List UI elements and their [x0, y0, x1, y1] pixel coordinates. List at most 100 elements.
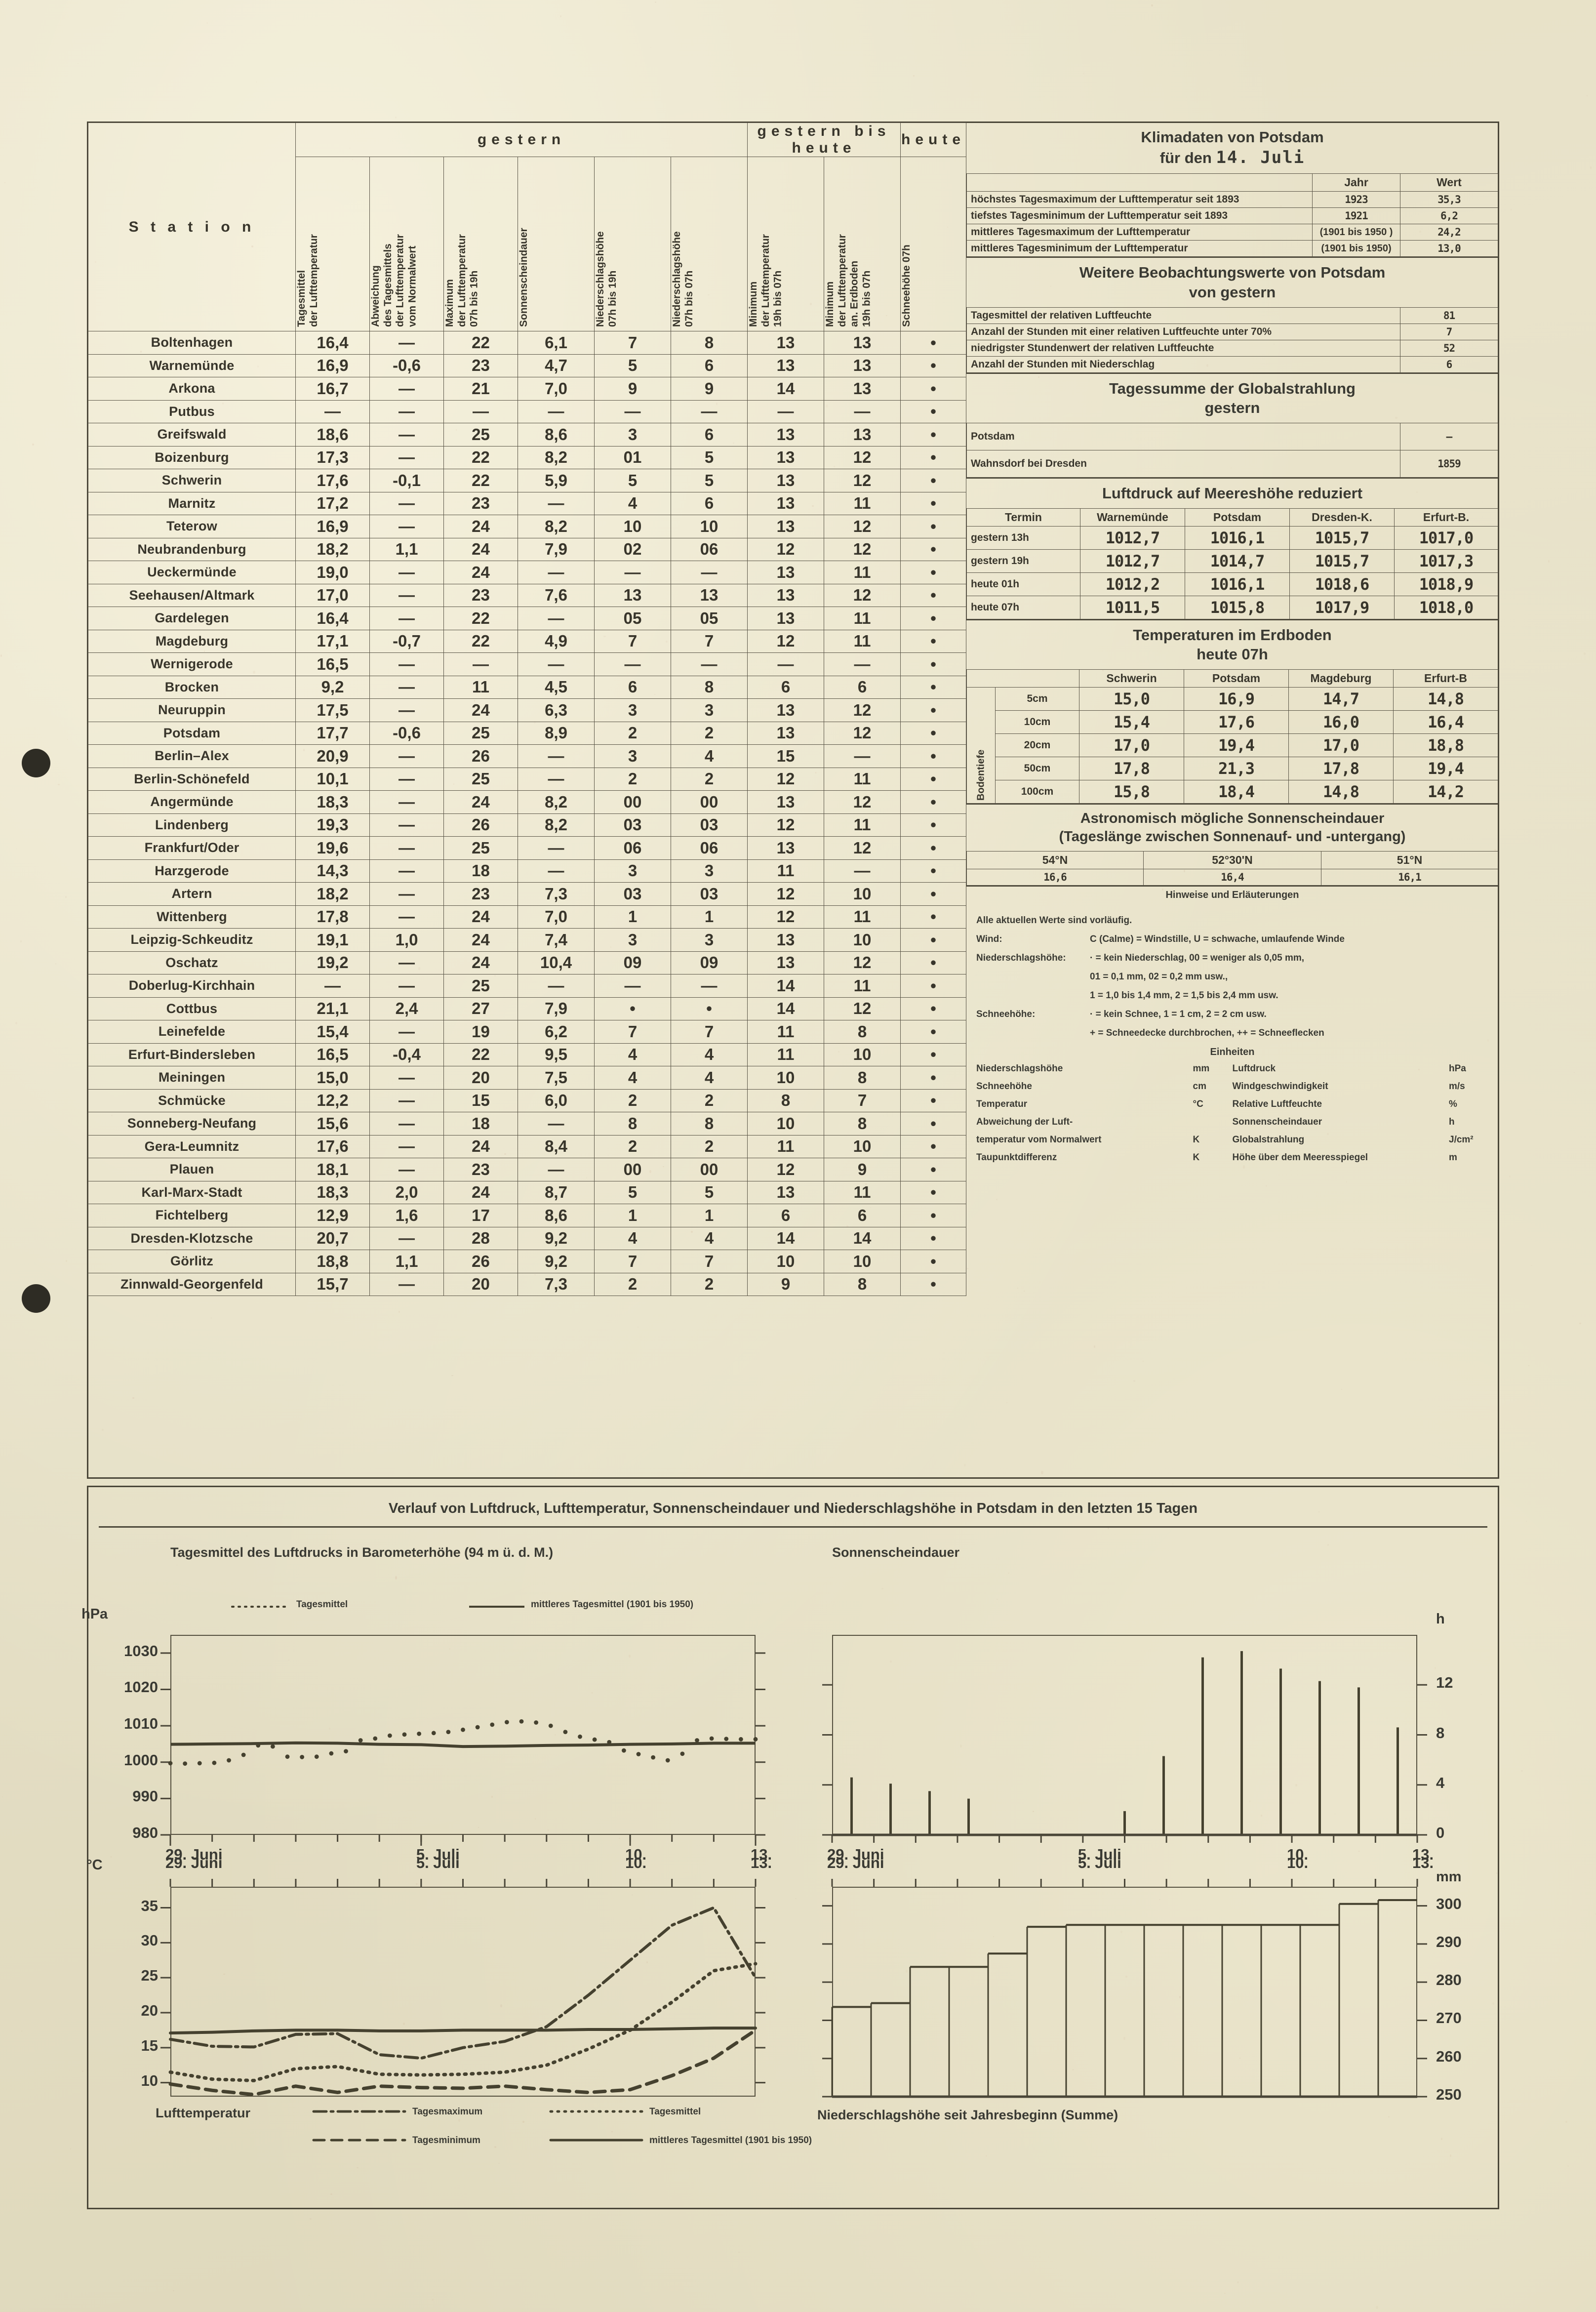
paper-speck: [1590, 166, 1592, 169]
hinweis-line-3: 1 = 1,0 bis 1,4 mm, 2 = 1,5 bis 2,4 mm u…: [976, 991, 1488, 1000]
precip-ytick-300: 300: [1436, 1895, 1462, 1912]
cell-0: 16,7: [295, 377, 370, 401]
cell-3: —: [518, 607, 595, 630]
precip-ytick-270: 270: [1436, 2009, 1462, 2027]
cell-5: 3: [670, 928, 748, 952]
cell-2: 24: [443, 790, 518, 814]
pressure-chart-caption: Tagesmittel des Luftdrucks in Barometerh…: [170, 1545, 554, 1560]
cell-6: —: [747, 400, 825, 423]
weitere-title: Weitere Beobachtungswerte von Potsdam vo…: [966, 258, 1498, 307]
table-row: Leipzig-Schkeuditz 19,1 1,0 24 7,4 3 3 13 10 •: [88, 928, 967, 952]
precip-chart-caption: Niederschlagshöhe seit Jahresbeginn (Sum…: [817, 2108, 1118, 2122]
erdboden-value-0: 17,0: [1079, 733, 1184, 757]
einheit-label: Abweichung der Luft-: [976, 1117, 1073, 1128]
erdboden-value-2: 14,8: [1288, 779, 1394, 804]
paper-speck: [1169, 395, 1172, 397]
cell-1: —: [369, 1089, 444, 1112]
table-row: Sonneberg-Neufang 15,6—18—8 8 10 8 •: [88, 1112, 967, 1136]
station-observations-table: S t a t i o n gestern gestern bis heute …: [88, 122, 967, 1296]
cell-2: 11: [443, 675, 518, 699]
erdboden-row: 50cm 17,8 21,3 17,8 19,4: [967, 756, 1498, 780]
paper-speck: [1093, 1345, 1096, 1348]
cell-2: 15: [443, 1089, 518, 1112]
klimadaten-jahr: 1921: [1312, 207, 1400, 225]
temperature-series-3: [169, 2027, 757, 2035]
cell-7: 13: [824, 331, 901, 355]
cell-5: 05: [670, 607, 748, 630]
erdboden-header-1: Potsdam: [1184, 669, 1289, 688]
paper-speck: [1249, 1800, 1251, 1802]
station-name: Görlitz: [88, 1250, 296, 1273]
cell-3: 10,4: [518, 951, 595, 974]
cell-1: -0,6: [369, 721, 444, 745]
cell-2: 17: [443, 1204, 518, 1227]
cell-5: 4: [670, 1043, 748, 1066]
erdboden-value-3: 14,2: [1393, 779, 1498, 804]
cell-2: —: [443, 652, 518, 676]
sunshine-xtick-3: 13.: [1412, 1846, 1434, 1863]
cell-3: 8,6: [518, 423, 595, 446]
cell-6: 13: [747, 790, 825, 814]
einheit-unit: cm: [1193, 1081, 1206, 1092]
cell-4: 7: [594, 1250, 671, 1273]
luftdruck-value-2: 1015,7: [1289, 549, 1395, 573]
hinweis-line-4: Schneehöhe: · = kein Schnee, 1 = 1 cm, 2 …: [976, 1010, 1488, 1019]
cell-2: 24: [443, 951, 518, 974]
pressure-plot: [170, 1635, 756, 1835]
hinweis-value-5: + = Schneedecke durchbrochen, ++ = Schne…: [1090, 1028, 1324, 1039]
einheit-row-right-3: Sonnenscheindauer h: [1233, 1117, 1489, 1127]
cell-6: 13: [747, 446, 825, 469]
cell-4: 05: [594, 607, 671, 630]
cell-5: 9: [670, 377, 748, 401]
paper-speck: [1261, 1815, 1263, 1817]
column-header-label-8: Schneehöhe 07h: [901, 244, 913, 327]
cell-0: 20,7: [295, 1226, 370, 1250]
hinweis-line-1: Niederschlagshöhe: · = kein Niederschlag,…: [976, 953, 1488, 963]
pressure-datapoint-0: [168, 1761, 173, 1766]
station-name: Frankfurt/Oder: [88, 836, 296, 860]
luftdruck-value-3: 1017,0: [1394, 526, 1498, 550]
paper-speck: [70, 2148, 71, 2150]
cell-7: 6: [824, 1204, 901, 1227]
klimadaten-wert: 24,2: [1400, 224, 1498, 241]
table-row: Brocken 9,2—11 4,5 6 8 6 6 •: [88, 675, 967, 699]
paper-speck: [2, 1796, 3, 1797]
table-row: Seehausen/Altmark 17,0—23 7,6 13 13 13 12 •: [88, 583, 967, 607]
pressure-xtick-3: 13.: [751, 1846, 772, 1863]
pressure-datapoint-40: [753, 1737, 758, 1742]
cell-2: 25: [443, 423, 518, 446]
cell-4: 3: [594, 859, 671, 883]
einheit-row-left-5: Taupunktdifferenz K: [976, 1153, 1233, 1162]
cell-7: 10: [824, 1250, 901, 1273]
cell-0: 15,4: [295, 1020, 370, 1044]
paper-speck: [611, 2131, 613, 2132]
cell-3: 9,2: [518, 1250, 595, 1273]
table-row: Oschatz 19,2—24 10,4 09 09 13 12 •: [88, 951, 967, 974]
erdboden-value-0: 15,0: [1079, 687, 1184, 711]
sonnenschein-value-1: 16,4: [1143, 869, 1321, 886]
pressure-datapoint-38: [724, 1737, 729, 1741]
paper-speck: [308, 2295, 310, 2296]
hinweise-notes: Alle aktuellen Werte sind vorläufig. Win…: [966, 908, 1498, 1176]
station-name: Seehausen/Altmark: [88, 583, 296, 607]
temperature-legend-1: Tagesmittel: [649, 2107, 701, 2117]
station-name: Harzgerode: [88, 859, 296, 883]
cell-5: 2: [670, 1089, 748, 1112]
cell-7: 6: [824, 675, 901, 699]
paper-speck: [650, 47, 651, 48]
hinweise-box: Hinweise und Erläuterungen Alle aktuelle…: [966, 890, 1498, 1176]
pressure-ytick-990: 990: [132, 1787, 158, 1805]
pressure-datapoint-36: [695, 1738, 699, 1743]
cell-3: —: [518, 561, 595, 584]
cell-5: 2: [670, 1135, 748, 1158]
weitere-value: 52: [1400, 339, 1498, 357]
paper-speck: [478, 1826, 479, 1828]
cell-2: 26: [443, 813, 518, 837]
cell-4: 03: [594, 882, 671, 906]
cell-3: 7,0: [518, 905, 595, 929]
luftdruck-header-1: Warnemünde: [1080, 508, 1185, 527]
sonnenschein-values-row: 16,6 16,4 16,1: [966, 869, 1498, 886]
cell-2: 25: [443, 974, 518, 998]
cell-4: •: [594, 997, 671, 1020]
cell-5: 13: [670, 583, 748, 607]
